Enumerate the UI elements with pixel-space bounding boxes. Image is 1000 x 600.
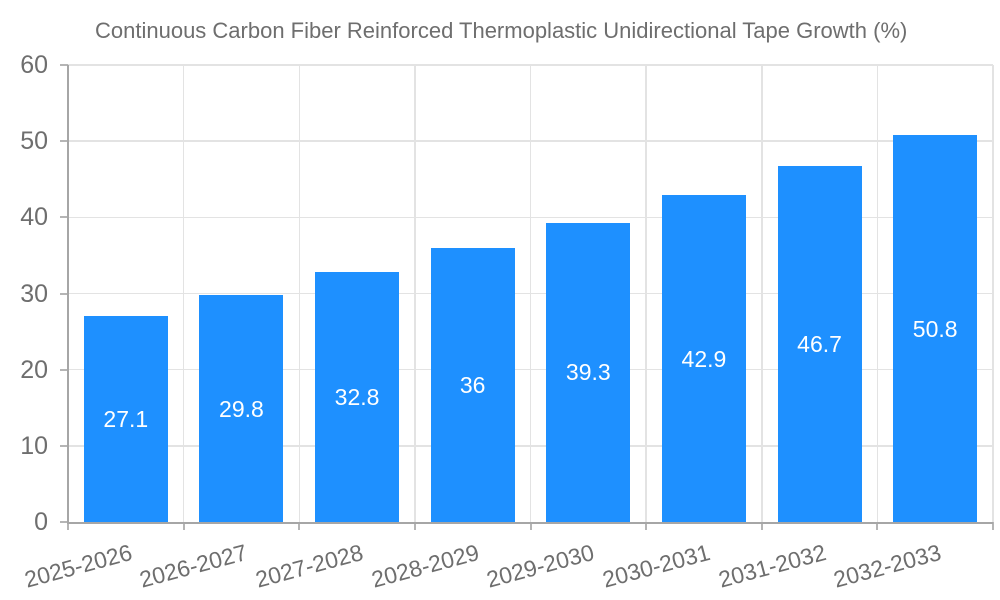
bar-value-label: 32.8 [334, 384, 380, 411]
y-axis-line [66, 65, 69, 524]
bar: 50.8 [893, 135, 978, 522]
bar-value-label: 46.7 [797, 331, 842, 358]
x-tick-label: 2025-2026 [21, 539, 135, 593]
x-gridline [298, 65, 300, 522]
y-axis-tick [60, 64, 68, 66]
y-axis-tick [60, 368, 68, 371]
bar-value-label: 50.8 [912, 315, 958, 342]
x-axis-line [68, 522, 993, 524]
x-axis-tick [992, 522, 994, 530]
bar-value-label: 39.3 [565, 359, 611, 386]
x-gridline [992, 65, 994, 522]
x-tick-label: 2027-2028 [252, 539, 366, 593]
bar-value-label: 29.8 [219, 395, 264, 422]
y-tick-label: 0 [34, 508, 48, 536]
x-axis-tick [876, 522, 879, 530]
x-axis-tick [645, 522, 648, 530]
bar: 27.1 [83, 315, 168, 522]
bar: 32.8 [315, 272, 400, 522]
bar-value-label: 42.9 [681, 345, 727, 372]
y-tick-label: 60 [20, 51, 48, 79]
y-tick-label: 30 [20, 279, 48, 308]
bar: 42.9 [661, 195, 746, 522]
y-tick-label: 40 [20, 203, 48, 232]
x-axis-tick [182, 522, 185, 530]
x-tick-label: 2031-2032 [715, 539, 829, 593]
y-axis-tick [60, 216, 68, 219]
y-axis-tick [60, 292, 68, 295]
x-gridline [529, 65, 532, 522]
y-axis-tick [60, 521, 68, 523]
x-axis-tick [413, 522, 416, 530]
y-axis-tick [60, 444, 68, 447]
y-axis-tick [60, 140, 68, 143]
bar: 29.8 [199, 295, 284, 522]
bar-value-label: 27.1 [103, 405, 149, 432]
bar-value-label: 36 [459, 371, 486, 398]
y-tick-label: 20 [20, 355, 48, 384]
x-tick-label: 2030-2031 [599, 539, 713, 593]
x-gridline [761, 65, 763, 522]
bar: 36 [430, 247, 515, 522]
x-tick-label: 2032-2033 [830, 539, 944, 593]
y-tick-label: 10 [20, 431, 48, 460]
bar: 39.3 [546, 222, 631, 522]
bar: 46.7 [777, 166, 862, 522]
x-tick-label: 2028-2029 [368, 539, 482, 593]
x-axis-tick [298, 522, 301, 530]
x-gridline [414, 65, 416, 522]
x-axis-tick [67, 522, 69, 530]
y-tick-label: 50 [20, 127, 48, 156]
x-gridline [876, 65, 879, 522]
x-gridline [645, 65, 647, 522]
x-axis-tick [760, 522, 763, 530]
x-tick-label: 2026-2027 [137, 539, 251, 593]
x-axis-tick [529, 522, 532, 530]
chart-title: Continuous Carbon Fiber Reinforced Therm… [95, 18, 908, 43]
x-gridline [182, 65, 185, 522]
x-tick-label: 2029-2030 [484, 539, 598, 593]
